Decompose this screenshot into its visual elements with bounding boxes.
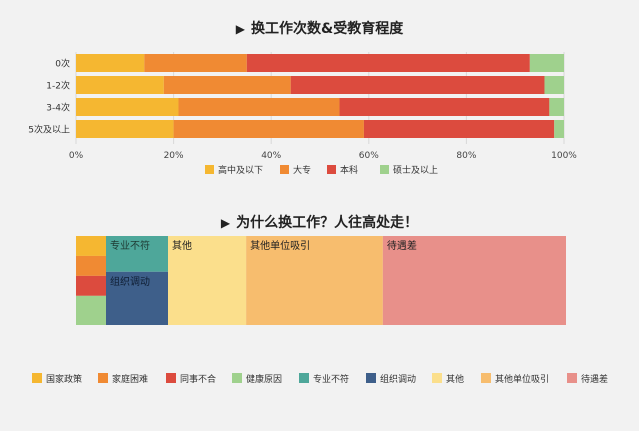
mosaic-block <box>382 236 566 325</box>
chart1-title: ▶ 换工作次数&受教育程度 <box>0 18 639 38</box>
bar-segment <box>549 98 564 116</box>
bar-segment <box>163 76 291 94</box>
x-tick-label: 100% <box>551 151 577 161</box>
legend-label: 大专 <box>293 164 311 176</box>
x-tick-label: 60% <box>359 151 379 161</box>
legend-label: 组织调动 <box>380 373 416 385</box>
y-category-label: 3-4次 <box>46 102 70 114</box>
legend-swatch <box>205 165 214 174</box>
bar-segment <box>76 120 174 138</box>
legend-label: 同事不合 <box>180 373 216 385</box>
legend-swatch <box>32 373 42 383</box>
legend-label: 硕士及以上 <box>393 164 438 176</box>
chart2-title-text: 为什么换工作？人往高处走！ <box>236 215 419 231</box>
chart1-title-text: 换工作次数&受教育程度 <box>251 21 404 37</box>
y-category-label: 0次 <box>55 58 70 70</box>
mosaic-block-label: 组织调动 <box>110 275 150 288</box>
mosaic-block <box>246 236 383 325</box>
education-legend: 高中及以下 大专 本科 硕士及以上 <box>205 164 438 176</box>
x-tick-label: 20% <box>164 151 184 161</box>
legend-swatch <box>567 373 577 383</box>
mosaic-block-label: 其他 <box>172 239 192 252</box>
legend-label: 国家政策 <box>46 373 82 385</box>
legend-swatch <box>166 373 176 383</box>
mosaic-block <box>76 255 106 276</box>
legend-swatch <box>366 373 376 383</box>
legend-swatch <box>380 165 389 174</box>
legend-label: 本科 <box>340 164 358 176</box>
mosaic-block <box>76 295 106 325</box>
mosaic-block <box>168 236 247 325</box>
bar-segment <box>76 54 145 72</box>
education-stacked-bar-chart: 0% 20% 40% 60% 80% 100% 0次 1-2次 3-4次 5次及以上 <box>28 52 577 161</box>
bar-segment <box>363 120 555 138</box>
legend-label: 其他单位吸引 <box>495 373 549 385</box>
bar-segment <box>529 54 564 72</box>
legend-swatch <box>481 373 491 383</box>
mosaic-block <box>106 271 168 325</box>
legend-label: 其他 <box>446 373 464 385</box>
legend-swatch <box>327 165 336 174</box>
bar-segment <box>178 98 340 116</box>
x-tick-label: 0% <box>69 151 84 161</box>
bar-segment <box>76 98 179 116</box>
legend-label: 家庭困难 <box>112 373 148 385</box>
reason-legend: 国家政策 家庭困难 同事不合 健康原因 专业不符 组织调动 其他 其他单位吸引 待遇差 <box>32 373 608 385</box>
legend-swatch <box>98 373 108 383</box>
legend-label: 健康原因 <box>246 373 282 385</box>
y-category-label: 1-2次 <box>46 80 70 92</box>
bar-segment <box>290 76 545 94</box>
y-category-label: 5次及以上 <box>28 124 70 136</box>
triangle-icon: ▶ <box>235 22 245 36</box>
bar-segment <box>544 76 564 94</box>
x-tick-label: 80% <box>456 151 476 161</box>
mosaic-block <box>106 236 168 272</box>
x-tick-label: 40% <box>261 151 281 161</box>
legend-label: 高中及以下 <box>218 164 263 176</box>
mosaic-block-label: 其他单位吸引 <box>250 239 310 252</box>
mosaic-block-label: 待遇差 <box>387 239 417 252</box>
legend-label: 待遇差 <box>581 373 608 385</box>
mosaic-block-label: 专业不符 <box>110 239 150 252</box>
bar-segment <box>554 120 564 138</box>
mosaic-block <box>76 236 106 256</box>
legend-swatch <box>280 165 289 174</box>
legend-label: 专业不符 <box>313 373 349 385</box>
chart2-title: ▶ 为什么换工作？人往高处走！ <box>0 212 639 232</box>
mosaic-block <box>76 275 106 296</box>
bar-segment <box>76 76 164 94</box>
legend-swatch <box>232 373 242 383</box>
bar-segment <box>246 54 530 72</box>
legend-swatch <box>432 373 442 383</box>
bar-segment <box>173 120 364 138</box>
bar-segment <box>339 98 550 116</box>
triangle-icon: ▶ <box>220 216 231 230</box>
legend-swatch <box>299 373 309 383</box>
bar-segment <box>144 54 247 72</box>
